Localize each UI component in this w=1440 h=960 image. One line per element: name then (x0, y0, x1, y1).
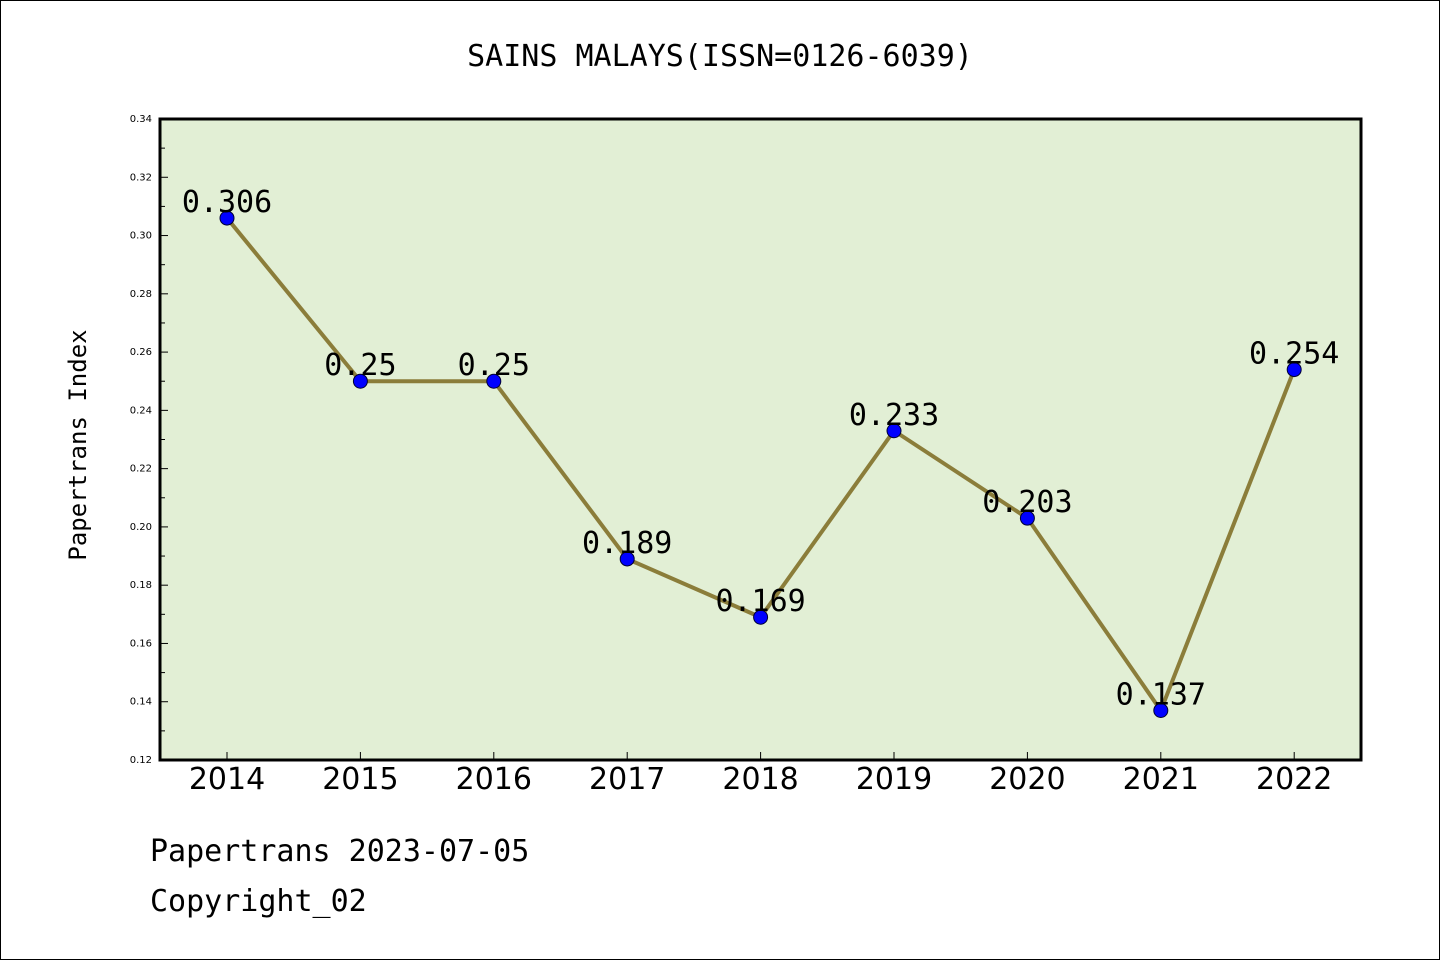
data-point (753, 609, 769, 625)
data-label: 0.189 (582, 526, 672, 561)
data-label: 0.25 (324, 348, 396, 383)
chart-title: SAINS MALAYS(ISSN=0126-6039) (467, 39, 973, 74)
data-label: 0.169 (715, 584, 805, 619)
y-tick-label: 0.12 (130, 755, 152, 766)
x-tick-label: 2014 (189, 762, 265, 797)
y-tick-label: 0.24 (130, 405, 152, 416)
y-tick-label: 0.20 (130, 522, 152, 533)
footer-source: Papertrans 2023-07-05 (150, 834, 530, 869)
y-tick-label: 0.14 (130, 697, 152, 708)
data-point (1286, 362, 1302, 378)
footer-copyright: Copyright_02 (150, 884, 367, 919)
x-tick-label: 2022 (1256, 762, 1332, 797)
data-label: 0.233 (849, 398, 939, 433)
data-label: 0.203 (982, 485, 1072, 520)
x-tick-label: 2019 (856, 762, 932, 797)
data-point (352, 373, 368, 389)
y-tick-label: 0.26 (130, 347, 152, 358)
data-label: 0.25 (458, 348, 530, 383)
x-tick-label: 2017 (589, 762, 665, 797)
plot-area (160, 119, 1361, 760)
series-points-group (219, 210, 1302, 718)
y-tick-label: 0.30 (130, 231, 152, 242)
x-tick-label: 2018 (722, 762, 798, 797)
x-tick-label: 2020 (989, 762, 1065, 797)
x-tick-label: 2015 (322, 762, 398, 797)
x-axis-ticks: 2014 2015 2016 2017 2018 2019 2020 2021 2022 (189, 752, 1332, 797)
y-tick-label: 0.18 (130, 580, 152, 591)
data-point (486, 373, 502, 389)
plot-border (158, 117, 1363, 762)
data-labels-group: 0.306 0.25 0.25 0.189 0.169 0.233 0.203 0.137 0.… (182, 185, 1340, 712)
data-point (219, 210, 235, 226)
y-tick-label: 0.22 (130, 464, 152, 475)
y-axis-label: Papertrans Index (64, 329, 92, 560)
data-label: 0.254 (1249, 337, 1339, 372)
y-tick-label: 0.32 (130, 172, 152, 183)
data-point (619, 551, 635, 567)
data-point (886, 423, 902, 439)
data-point (1019, 510, 1035, 526)
y-tick-label: 0.16 (130, 638, 152, 649)
y-tick-label: 0.28 (130, 289, 152, 300)
x-tick-label: 2016 (456, 762, 532, 797)
data-label: 0.137 (1116, 677, 1206, 712)
x-tick-label: 2021 (1123, 762, 1199, 797)
data-label: 0.306 (182, 185, 272, 220)
y-tick-label: 0.34 (130, 114, 152, 125)
data-point (1153, 702, 1169, 718)
